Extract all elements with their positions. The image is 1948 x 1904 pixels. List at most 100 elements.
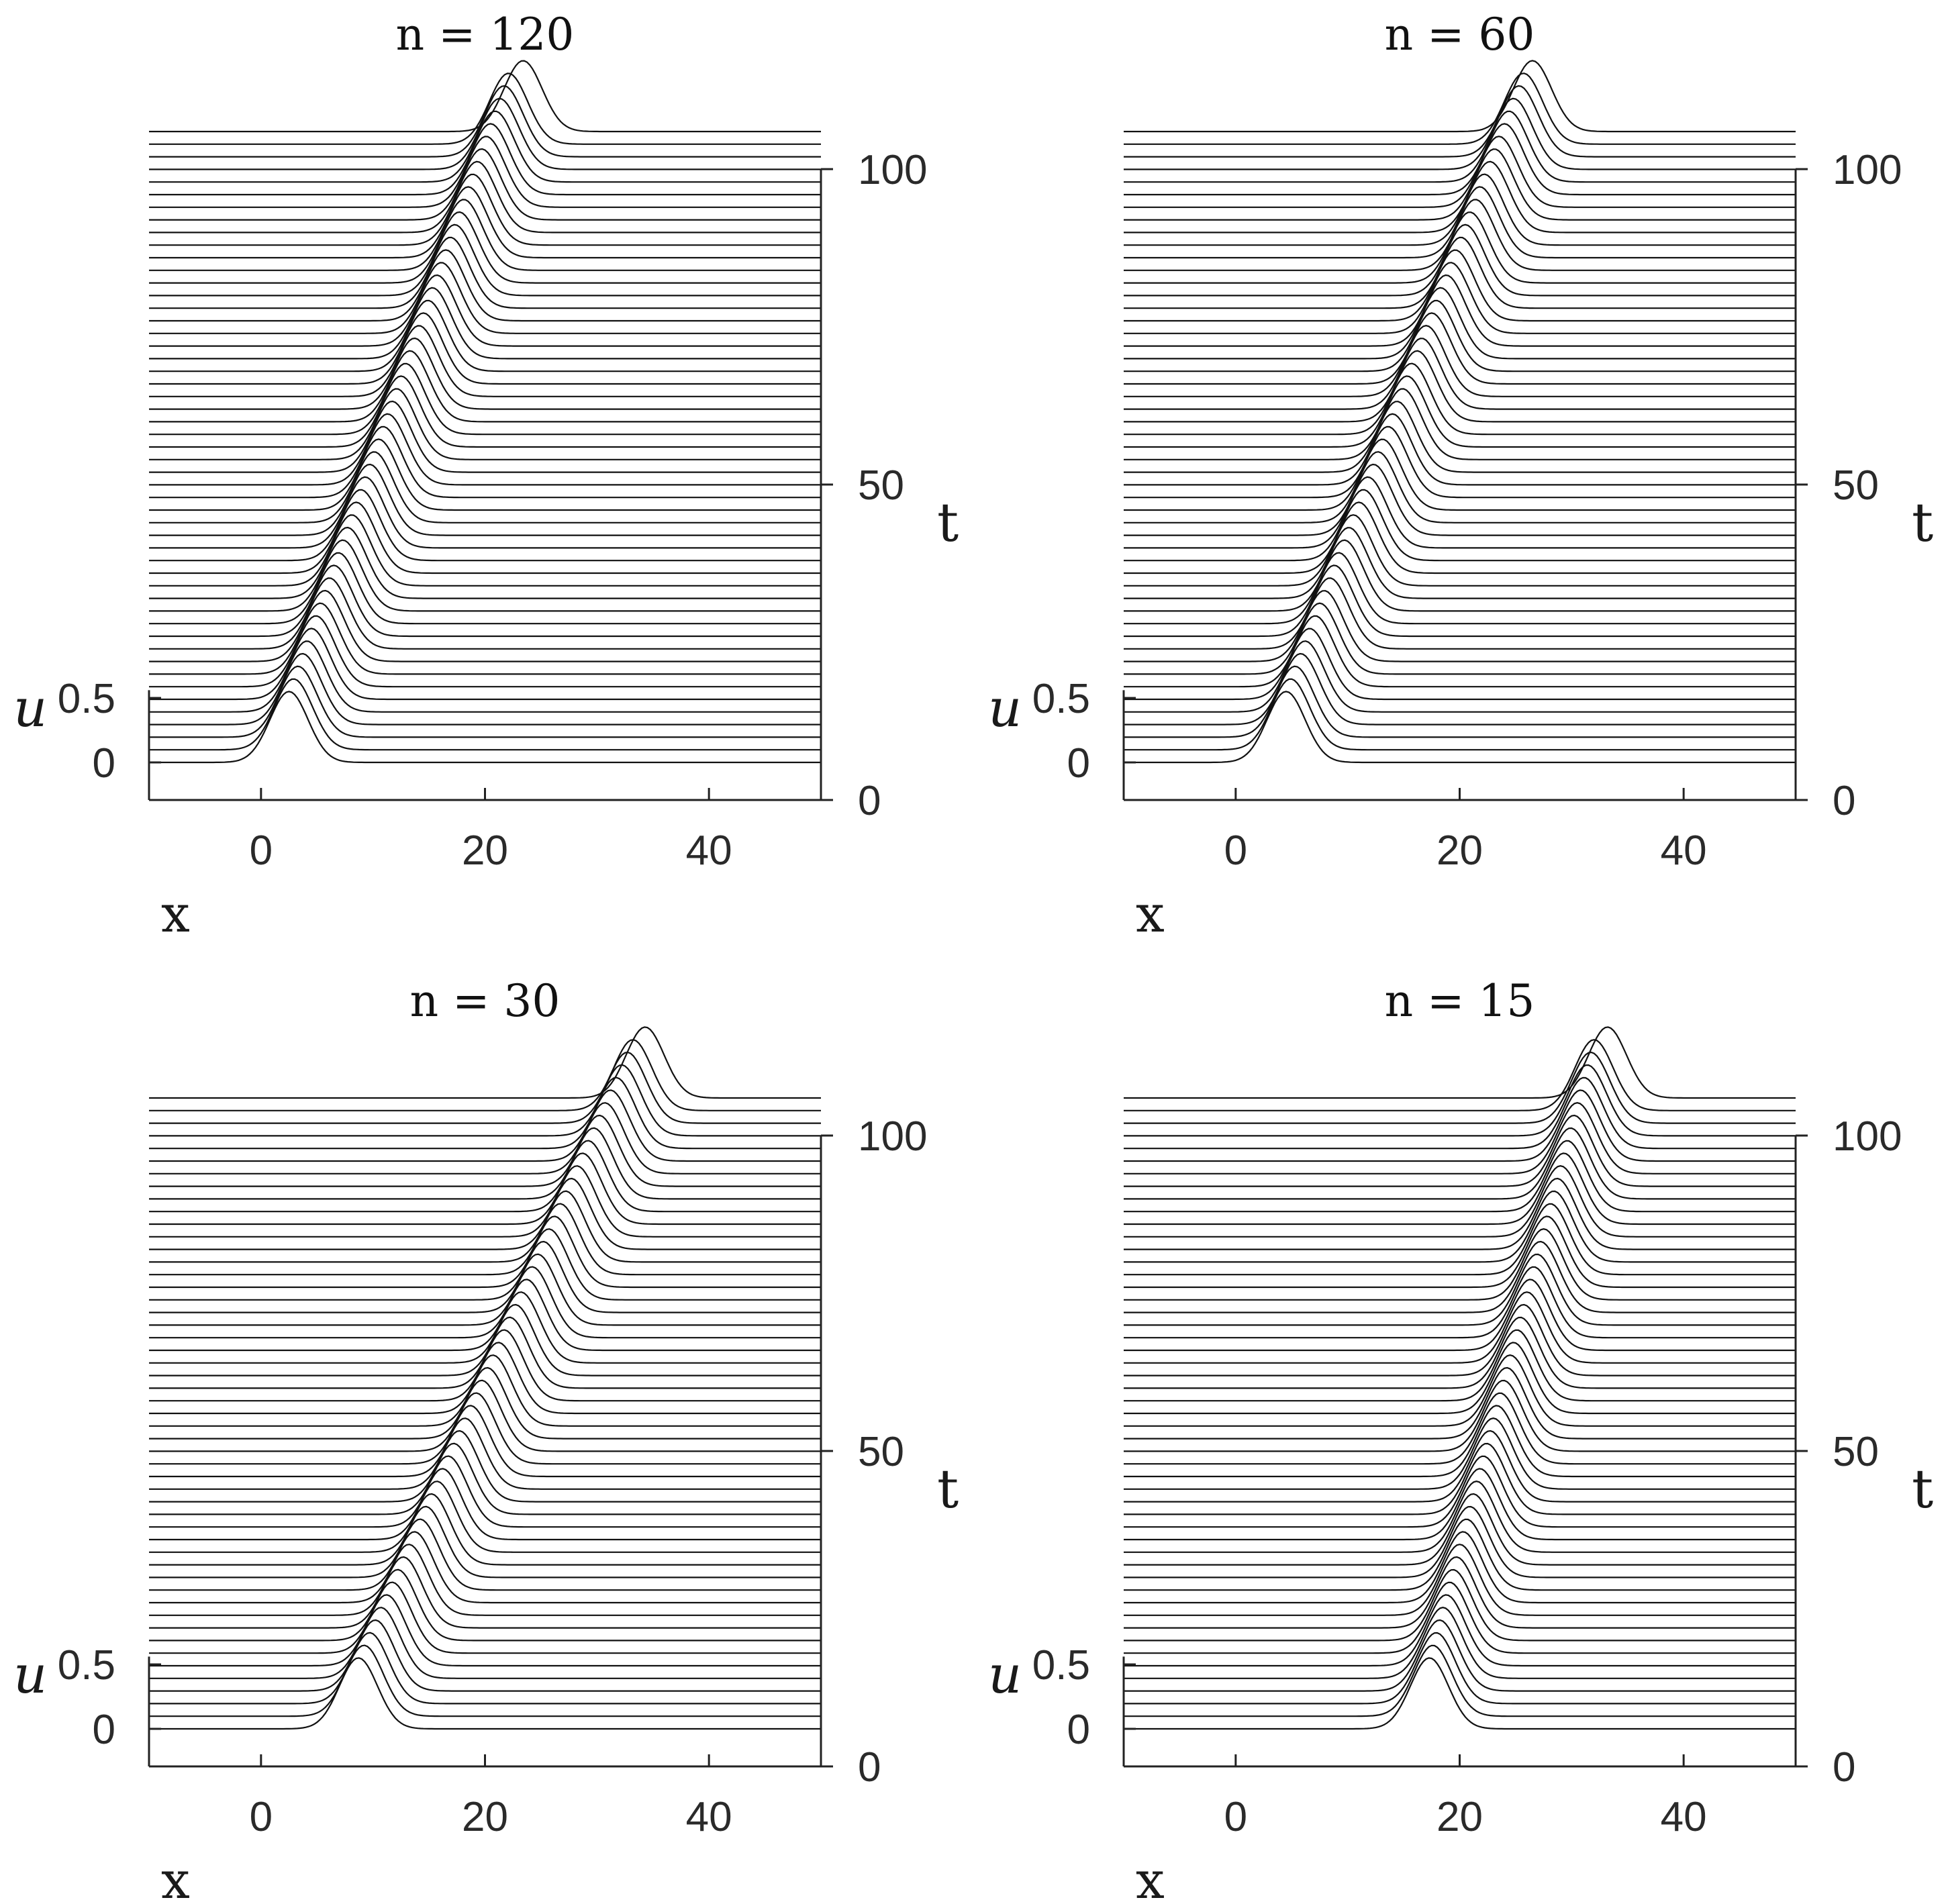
x-tick-label: 0 — [1224, 1794, 1247, 1840]
u-axis-label: u — [13, 1645, 47, 1705]
x-tick-label: 0 — [250, 828, 273, 874]
u-tick-label: 0 — [1067, 740, 1090, 787]
trace-line — [1124, 199, 1796, 271]
trace-line — [149, 85, 821, 158]
trace-line — [149, 123, 821, 196]
trace-line — [1124, 652, 1796, 725]
trace-line — [1124, 388, 1796, 460]
trace-line — [1124, 1316, 1796, 1389]
trace-line — [1124, 1177, 1796, 1250]
trace-line — [1124, 338, 1796, 410]
trace-line — [149, 1607, 821, 1679]
trace-line — [149, 274, 821, 347]
trace-line — [149, 438, 821, 511]
trace-line — [149, 1366, 821, 1440]
t-tick-label: 50 — [858, 462, 904, 509]
trace-line — [149, 1165, 821, 1238]
trace-line — [1124, 1379, 1796, 1452]
trace-line — [1124, 1468, 1796, 1541]
trace-line — [149, 425, 821, 499]
trace-line — [1124, 1594, 1796, 1667]
trace-line — [1124, 463, 1796, 536]
trace-line — [1124, 1442, 1796, 1515]
trace-line — [1124, 1064, 1796, 1137]
trace-line — [149, 640, 821, 713]
x-tick-label: 20 — [462, 1794, 508, 1840]
trace-line — [149, 362, 821, 436]
u-tick-label: 0.5 — [1032, 676, 1090, 722]
trace-line — [149, 1102, 821, 1174]
x-tick-label: 40 — [686, 828, 732, 874]
trace-line — [149, 1026, 821, 1099]
trace-line — [149, 678, 821, 751]
x-axis-label: x — [161, 1850, 190, 1904]
trace-line — [149, 1430, 821, 1503]
trace-line — [149, 1392, 821, 1465]
trace-line — [149, 1468, 821, 1541]
u-tick-label: 0 — [1067, 1707, 1090, 1753]
trace-line — [1124, 489, 1796, 562]
trace-line — [1124, 249, 1796, 322]
trace-line — [149, 110, 821, 183]
u-axis-label: u — [988, 679, 1022, 739]
trace-line — [149, 1568, 821, 1642]
trace-line — [149, 1203, 821, 1276]
trace-line — [149, 1064, 821, 1137]
trace-line — [149, 249, 821, 322]
trace-line — [1124, 1303, 1796, 1376]
trace-line — [1124, 1405, 1796, 1478]
trace-line — [1124, 123, 1796, 196]
u-axis-label: u — [13, 679, 47, 739]
t-tick-label: 100 — [1833, 147, 1902, 193]
t-axis-label: t — [937, 1458, 959, 1520]
u-tick-label: 0 — [93, 740, 115, 787]
u-axis-label: u — [988, 1645, 1022, 1705]
panel-title: n = 60 — [1385, 9, 1535, 60]
trace-line — [1124, 136, 1796, 208]
trace-line — [149, 299, 821, 372]
trace-line — [149, 97, 821, 170]
panel-title: n = 30 — [410, 975, 561, 1027]
trace-line — [149, 1279, 821, 1352]
trace-line — [149, 337, 821, 410]
trace-line — [149, 1455, 821, 1528]
trace-line — [149, 1644, 821, 1717]
trace-line — [149, 539, 821, 612]
trace-line — [149, 1531, 821, 1604]
trace-line — [1124, 1076, 1796, 1150]
trace-line — [149, 1354, 821, 1427]
trace-line — [1124, 1481, 1796, 1553]
x-tick-label: 20 — [1436, 1794, 1483, 1840]
trace-line — [1124, 1505, 1796, 1579]
trace-line — [149, 1493, 821, 1566]
trace-line — [149, 1657, 821, 1730]
x-tick-label: 40 — [1661, 1794, 1707, 1840]
trace-line — [149, 652, 821, 725]
x-tick-label: 20 — [462, 828, 508, 874]
trace-line — [1124, 97, 1796, 170]
trace-line — [149, 388, 821, 460]
trace-line — [149, 1594, 821, 1667]
trace-line — [1124, 1039, 1796, 1111]
trace-line — [149, 1505, 821, 1579]
trace-line — [1124, 501, 1796, 574]
trace-line — [149, 1127, 821, 1200]
trace-line — [149, 160, 821, 234]
trace-line — [149, 589, 821, 662]
trace-line — [149, 1379, 821, 1452]
trace-line — [1124, 1140, 1796, 1213]
t-tick-label: 50 — [1833, 1429, 1879, 1475]
trace-line — [149, 628, 821, 701]
trace-line — [1124, 1026, 1796, 1099]
trace-line — [1124, 1114, 1796, 1187]
trace-line — [1124, 1607, 1796, 1679]
t-tick-label: 100 — [1833, 1113, 1902, 1160]
waterfall-panel: n = 120 0 20 40 x 0 50 100 t 0 0.5u — [13, 9, 959, 944]
trace-line — [149, 1518, 821, 1591]
trace-line — [149, 413, 821, 486]
trace-line — [149, 602, 821, 675]
trace-line — [1124, 628, 1796, 701]
x-tick-label: 0 — [1224, 828, 1247, 874]
trace-line — [149, 451, 821, 523]
